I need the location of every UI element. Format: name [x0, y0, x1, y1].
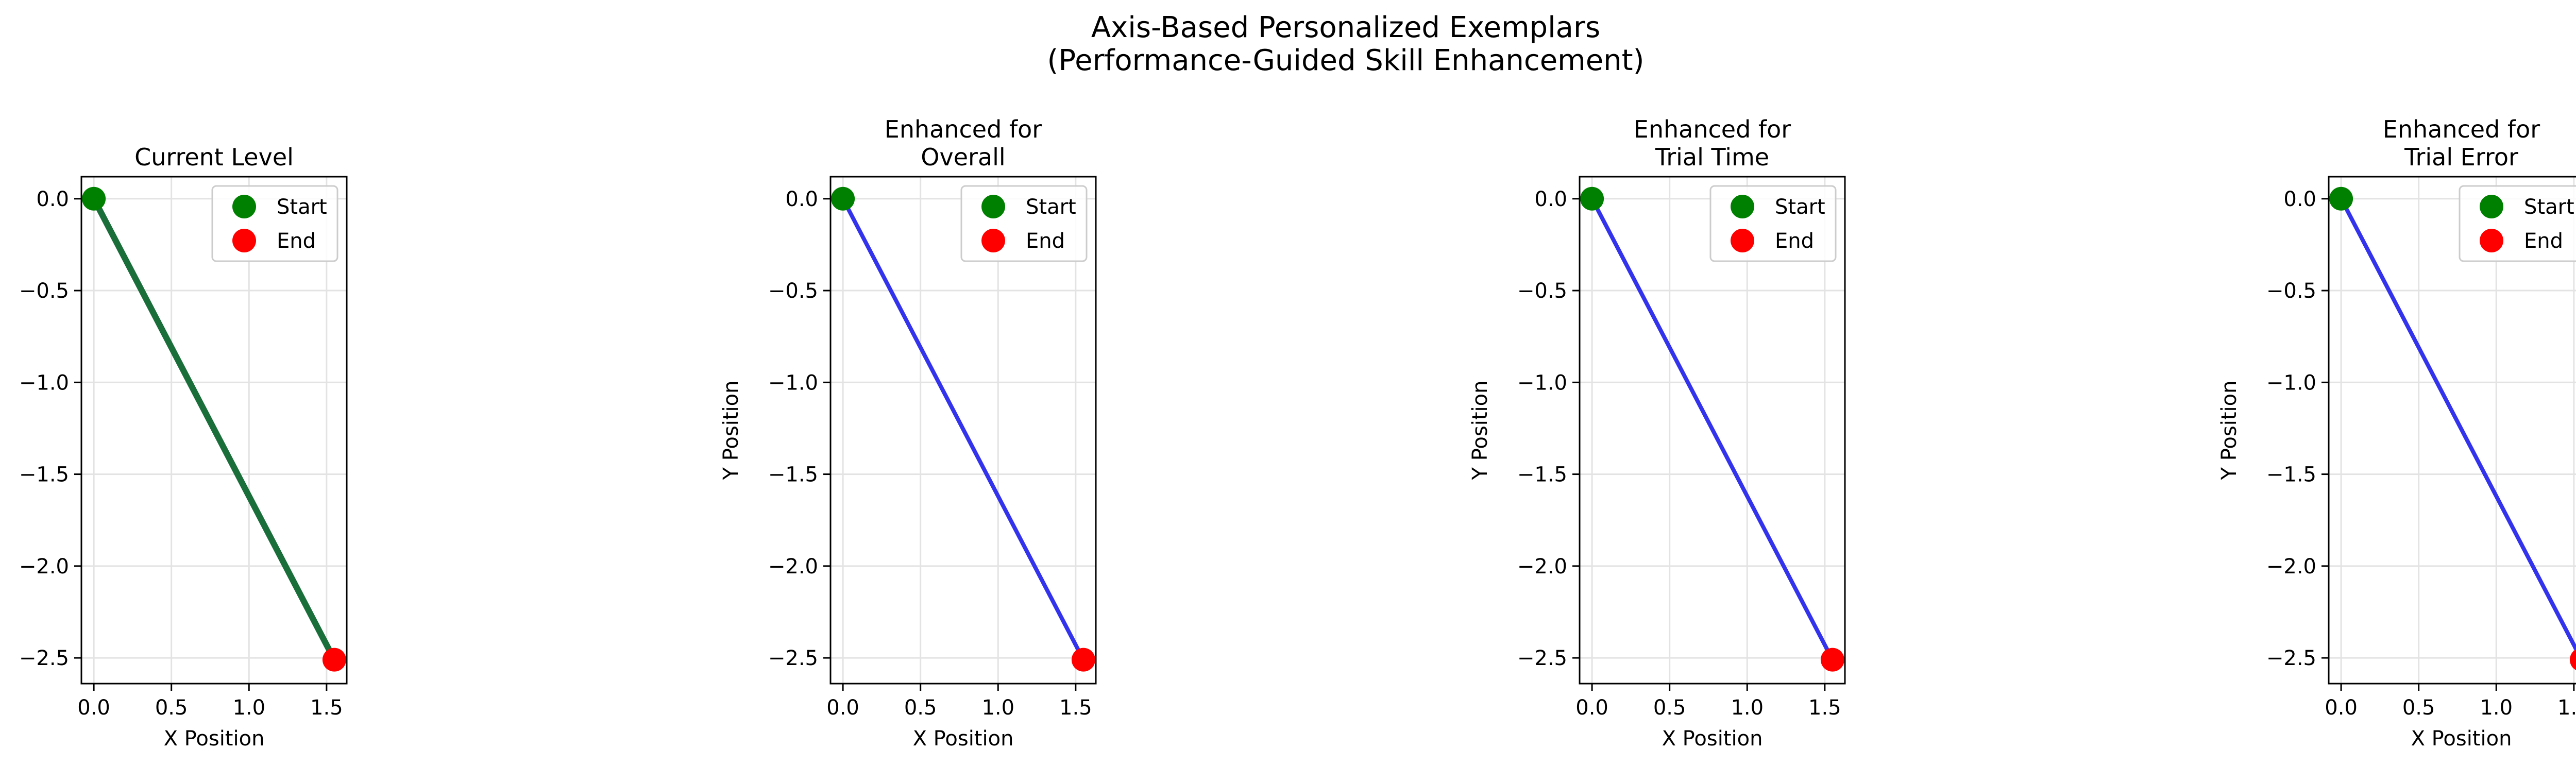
chart-3-legend-start-swatch	[1731, 195, 1754, 218]
chart-4-x-tick-label-1: 0.5	[2402, 696, 2435, 720]
chart-2-y-tick-label-3: −1.5	[768, 463, 818, 487]
chart-1-x-tick-label-0: 0.0	[77, 696, 110, 720]
chart-4-legend: Start End	[2459, 185, 2576, 262]
chart-2-end-marker	[1071, 648, 1095, 672]
chart-3-legend-end-label: End	[1775, 229, 1814, 253]
chart-2-series-line-0	[841, 196, 1086, 662]
chart-2-x-tick-label-3: 1.5	[1059, 696, 1092, 720]
chart-2-y-tick-label-2: −1.0	[768, 371, 818, 395]
chart-2-y-tick-label-0: 0.0	[785, 188, 818, 211]
chart-1-y-tick-label-4: −2.0	[19, 555, 69, 579]
chart-3-title-line-1: Enhanced for	[1634, 115, 1791, 143]
chart-4-series-line-0	[2339, 196, 2576, 654]
chart-4-legend-end-label: End	[2524, 229, 2563, 253]
chart-1-start-marker	[82, 186, 106, 211]
chart-4-x-tick-label-3: 1.5	[2557, 696, 2576, 720]
chart-1-y-tick-label-0: 0.0	[36, 188, 69, 211]
chart-1-x-axis-label: X Position	[164, 727, 265, 751]
chart-2-legend-end-label: End	[1026, 229, 1065, 253]
chart-4-y-tick-label-0: 0.0	[2283, 188, 2316, 211]
chart-2-legend-end-swatch	[981, 229, 1005, 252]
chart-2-legend-start-label: Start	[1026, 195, 1076, 219]
chart-4-x-tick-label-2: 1.0	[2480, 696, 2513, 720]
chart-2-y-tick-label-5: −2.5	[768, 647, 818, 670]
chart-1-legend-end-label: End	[277, 229, 316, 253]
chart-4-end-marker	[2569, 649, 2576, 670]
chart-3-legend: Start End	[1709, 185, 1837, 262]
chart-3-legend-end-swatch	[1731, 229, 1754, 252]
chart-3-y-tick-label-5: −2.5	[1517, 647, 1567, 670]
chart-3-title-line-2: Trial Time	[1655, 143, 1769, 171]
chart-4-y-tick-label-3: −1.5	[2266, 463, 2316, 487]
chart-1-y-tick-label-1: −0.5	[19, 279, 69, 303]
figure-title-line-1: Axis-Based Personalized Exemplars	[1091, 11, 1600, 44]
chart-3-x-tick-label-3: 1.5	[1808, 696, 1841, 720]
chart-2-legend: Start End	[960, 185, 1088, 262]
chart-3-axes-frame	[1579, 176, 1846, 685]
chart-2-x-tick-label-1: 0.5	[904, 696, 937, 720]
chart-1-x-tick-label-3: 1.5	[310, 696, 343, 720]
chart-4-start-marker	[2329, 186, 2353, 211]
chart-2-x-tick-label-0: 0.0	[826, 696, 859, 720]
chart-1-y-tick-label-2: −1.0	[19, 371, 69, 395]
chart-1-axes-frame	[80, 176, 348, 685]
chart-4-y-tick-label-5: −2.5	[2266, 647, 2316, 670]
chart-4-y-tick-label-4: −2.0	[2266, 555, 2316, 579]
chart-2-panel: 0.0 0.5 1.0 1.5 0.0 −0.5 −1.0 −1.5 −2.0 −2.5 X Pos…	[719, 115, 1097, 751]
chart-4-y-tick-label-2: −1.0	[2266, 371, 2316, 395]
chart-2-axes-frame	[829, 176, 1097, 685]
chart-1-end-marker	[322, 648, 346, 672]
chart-1-legend: Start End	[211, 185, 338, 262]
chart-4-legend-end-swatch	[2480, 229, 2503, 252]
chart-1-series-line-0	[91, 195, 337, 663]
chart-3-x-tick-label-2: 1.0	[1731, 696, 1764, 720]
chart-4-axes-frame	[2328, 176, 2576, 685]
chart-2-title-line-2: Overall	[921, 143, 1005, 171]
chart-1-title-line-1: Current Level	[134, 143, 294, 171]
chart-3-y-tick-label-4: −2.0	[1517, 555, 1567, 579]
chart-2-title-line-1: Enhanced for	[885, 115, 1042, 143]
chart-3-y-tick-label-0: 0.0	[1534, 188, 1567, 211]
chart-1-legend-start-swatch	[232, 195, 256, 218]
chart-1-panel: 0.0 0.5 1.0 1.5 0.0 −0.5 −1.0 −1.5 −2.0 −2.5 X Pos…	[19, 143, 348, 751]
chart-4-title-line-2: Trial Error	[2404, 143, 2518, 171]
chart-2-y-axis-label: Y Position	[719, 381, 743, 481]
chart-4-title-line-1: Enhanced for	[2383, 115, 2540, 143]
chart-4-legend-start-swatch	[2480, 195, 2503, 218]
chart-3-start-marker	[1580, 186, 1604, 211]
chart-2-start-marker	[831, 186, 855, 211]
figure-title-line-2: (Performance-Guided Skill Enhancement)	[1047, 44, 1645, 77]
chart-1-x-tick-label-1: 0.5	[155, 696, 188, 720]
chart-3-x-tick-label-0: 0.0	[1575, 696, 1608, 720]
chart-1-y-tick-label-3: −1.5	[19, 463, 69, 487]
chart-2-y-tick-label-4: −2.0	[768, 555, 818, 579]
chart-1-legend-end-swatch	[232, 229, 256, 252]
chart-2-legend-start-swatch	[981, 195, 1005, 218]
chart-2-y-tick-label-1: −0.5	[768, 279, 818, 303]
chart-1-legend-start-label: Start	[277, 195, 327, 219]
chart-3-panel: 0.0 0.5 1.0 1.5 0.0 −0.5 −1.0 −1.5 −2.0 −2.5 X Pos…	[1468, 115, 1846, 751]
chart-3-series-line-0	[1590, 196, 1835, 662]
chart-4-y-axis-label: Y Position	[2217, 381, 2241, 481]
chart-3-y-tick-label-2: −1.0	[1517, 371, 1567, 395]
chart-4-x-tick-label-0: 0.0	[2325, 696, 2358, 720]
chart-4-y-tick-label-1: −0.5	[2266, 279, 2316, 303]
chart-4-x-axis-label: X Position	[2411, 727, 2512, 751]
chart-3-end-marker	[1820, 648, 1844, 672]
chart-2-x-tick-label-2: 1.0	[981, 696, 1014, 720]
chart-3-legend-start-label: Start	[1775, 195, 1825, 219]
chart-3-x-tick-label-1: 0.5	[1653, 696, 1686, 720]
chart-2-x-axis-label: X Position	[913, 727, 1014, 751]
chart-3-y-axis-label: Y Position	[1468, 381, 1492, 481]
chart-3-y-tick-label-3: −1.5	[1517, 463, 1567, 487]
chart-1-y-tick-label-5: −2.5	[19, 647, 69, 670]
chart-3-x-axis-label: X Position	[1662, 727, 1763, 751]
chart-1-x-tick-label-2: 1.0	[232, 696, 265, 720]
chart-4-panel: 0.0 0.5 1.0 1.5 0.0 −0.5 −1.0 −1.5 −2.0 −2.5 X Pos…	[2217, 115, 2576, 751]
chart-3-y-tick-label-1: −0.5	[1517, 279, 1567, 303]
chart-4-legend-start-label: Start	[2524, 195, 2574, 219]
